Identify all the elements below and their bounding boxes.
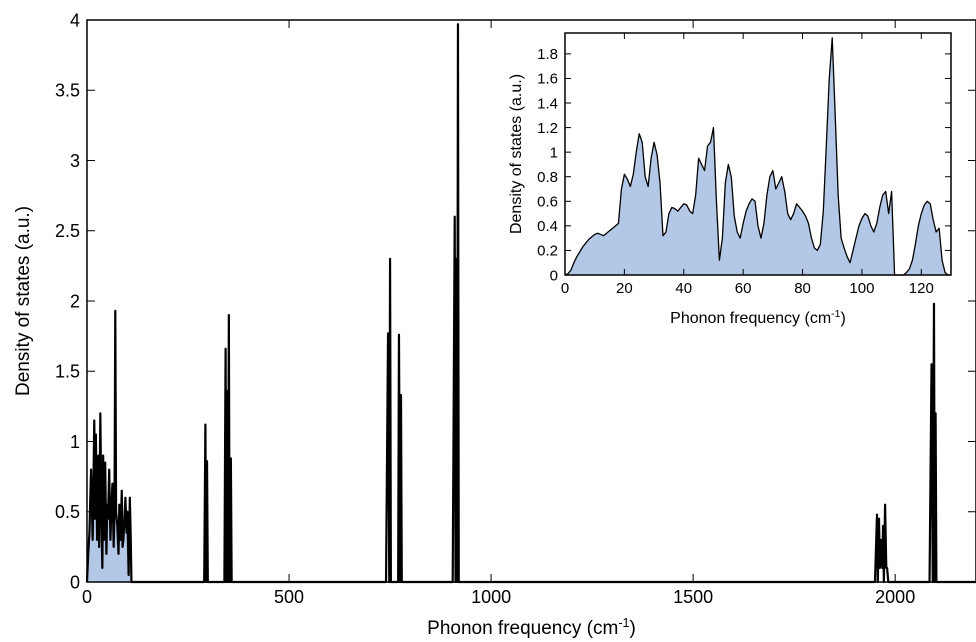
inset-ytick-label: 1.2 bbox=[537, 120, 558, 137]
main-ytick-label: 1.5 bbox=[55, 362, 80, 382]
inset-ytick-label: 1 bbox=[550, 144, 558, 161]
main-xtick-label: 1500 bbox=[673, 587, 713, 607]
inset-ytick-label: 0.2 bbox=[537, 243, 558, 260]
main-plot: 0 500 1000 1500 200000.511.522.533.54Phonon … bbox=[13, 10, 976, 639]
main-ytick-label: 1 bbox=[70, 432, 80, 452]
inset-dos-line bbox=[564, 37, 951, 276]
inset-ytick-label: 0.6 bbox=[537, 194, 558, 211]
inset-xtick-label: 40 bbox=[675, 280, 692, 297]
main-xtick-label: 2000 bbox=[875, 587, 915, 607]
main-ytick-label: 3.5 bbox=[55, 81, 80, 101]
main-xtick-label: 500 bbox=[274, 587, 304, 607]
main-xlabel: Phonon frequency (cm-1) bbox=[427, 616, 636, 639]
main-ytick-label: 4 bbox=[70, 10, 80, 30]
inset-ytick-label: 1.4 bbox=[537, 95, 558, 112]
inset-xtick-label: 0 bbox=[561, 280, 569, 297]
main-ytick-label: 2 bbox=[70, 291, 80, 311]
main-ylabel: Density of states (a.u.) bbox=[13, 206, 34, 396]
main-ytick-label: 0 bbox=[70, 572, 80, 592]
inset-plot: 0 20 40 60 80 100 120 0 0.2 0.4 0.6 0.8 1 1.2 1.4 1.6 1.… bbox=[508, 32, 952, 327]
inset-ytick-label: 1.8 bbox=[537, 46, 558, 63]
inset-xtick-label: 60 bbox=[735, 280, 752, 297]
inset-ytick-label: 0.4 bbox=[537, 218, 558, 235]
inset-xlabel: Phonon frequency (cm-1) bbox=[670, 308, 846, 327]
main-xtick-label: 1000 bbox=[471, 587, 511, 607]
inset-xtick-label: 20 bbox=[616, 280, 633, 297]
inset-xtick-label: 80 bbox=[794, 280, 811, 297]
inset-ytick-label: 0 bbox=[550, 267, 558, 284]
inset-ytick-label: 1.6 bbox=[537, 71, 558, 88]
inset-xtick-label: 120 bbox=[909, 280, 934, 297]
inset-frame bbox=[564, 32, 952, 276]
main-ytick-label: 2.5 bbox=[55, 221, 80, 241]
inset-xtick-label: 100 bbox=[849, 280, 874, 297]
inset-ylabel: Density of states (a.u.) bbox=[508, 74, 525, 234]
main-ytick-label: 3 bbox=[70, 151, 80, 171]
main-dos-line bbox=[85, 23, 976, 584]
main-xtick-label: 0 bbox=[82, 587, 92, 607]
main-ytick-label: 0.5 bbox=[55, 502, 80, 522]
inset-ytick-label: 0.8 bbox=[537, 169, 558, 186]
